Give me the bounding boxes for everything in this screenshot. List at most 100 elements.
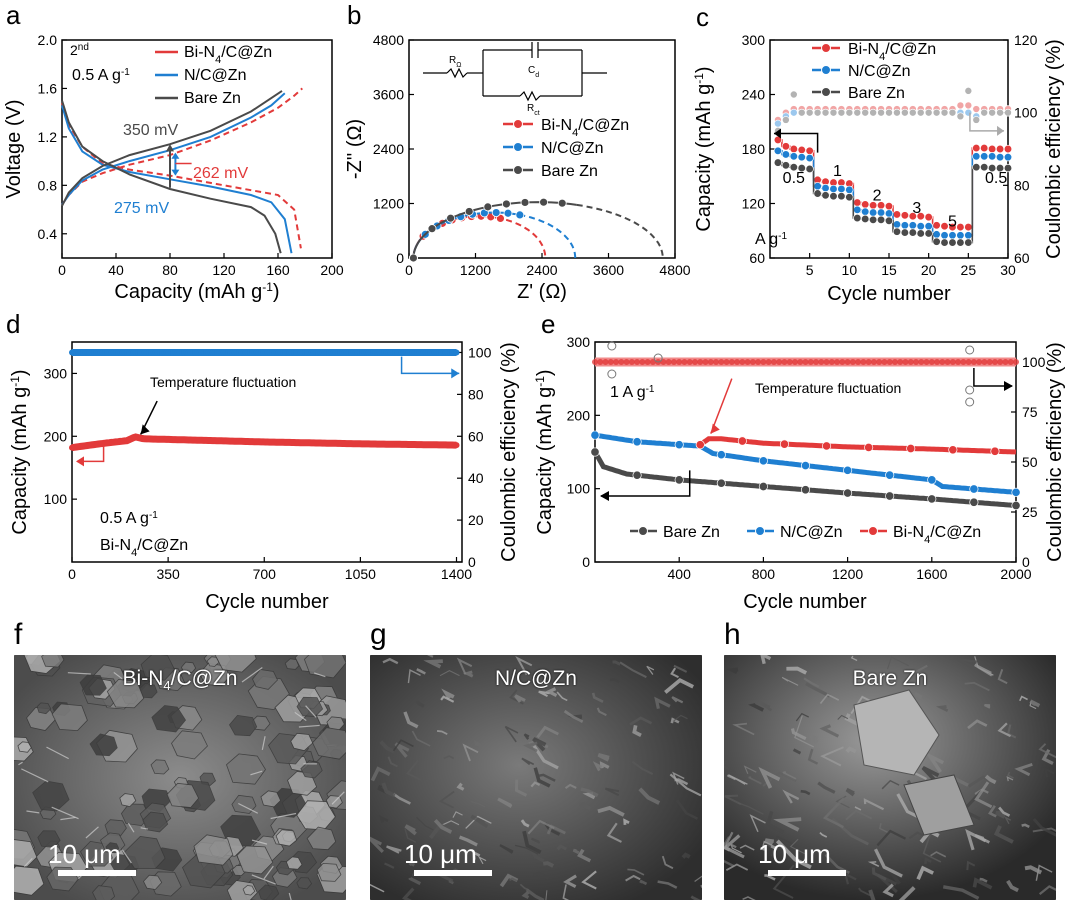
sem-flake [471, 801, 486, 808]
sem-flake [795, 712, 810, 722]
sem-fiber [263, 865, 274, 880]
data-point-ce [734, 359, 741, 365]
sem-flake [1043, 767, 1055, 778]
sem-flake [533, 767, 551, 788]
x-tick-label: 0 [58, 262, 66, 278]
y2-tick-label: 100 [1014, 105, 1038, 121]
rate-label: 0.5 [783, 170, 805, 187]
sem-flake [760, 655, 772, 665]
data-point-blue [884, 209, 894, 218]
rate-label: 5 [948, 214, 957, 231]
data-point-blue [1011, 487, 1021, 497]
data-point-ce [628, 359, 635, 365]
ce-point-gray [845, 108, 854, 117]
data-point-ce [923, 359, 930, 365]
data-point-ce [886, 359, 893, 365]
sem-flake [370, 883, 385, 893]
arrow-right-ce [969, 112, 1005, 132]
y-axis-title: -Z'' (Ω) [345, 119, 366, 179]
data-point-red [892, 210, 902, 219]
panel-h-scale-text: 10 μm [758, 839, 831, 869]
sem-flake [592, 761, 603, 772]
arrow-left-capacity-head [773, 128, 781, 139]
sem-flake [599, 761, 610, 769]
sem-flake [443, 755, 455, 760]
sem-flake [458, 835, 478, 847]
data-point-ce [997, 359, 1004, 365]
y-tick-label: 60 [749, 250, 765, 266]
sem-flake [845, 746, 857, 754]
sem-flake [381, 782, 396, 798]
sem-large-crystal [903, 774, 975, 836]
sem-grain [37, 830, 61, 848]
sem-flake [770, 835, 794, 857]
sem-flake [514, 779, 528, 797]
rate-label: 2 [873, 187, 882, 204]
sem-grain [142, 811, 169, 833]
data-point-ce [623, 359, 630, 365]
data-point-gray [502, 199, 511, 209]
sem-grain [92, 885, 116, 900]
sem-flake [876, 829, 907, 847]
panel-e-rate-annotation: 1 A g-1 [610, 384, 655, 402]
sem-flake [638, 787, 661, 805]
sem-large-crystal [853, 689, 940, 776]
data-point-red [821, 441, 832, 451]
sem-grain [17, 741, 32, 753]
y-axis-title: Capacity (mAh g-1) [8, 369, 31, 534]
data-point-gray [927, 494, 937, 504]
sem-flake [743, 765, 757, 774]
panel-d-label: d [6, 309, 20, 339]
data-point-blue [940, 231, 949, 240]
sem-grain [214, 655, 257, 673]
sem-flake [538, 690, 550, 697]
y2-tick-label: 80 [1014, 177, 1030, 193]
sem-flake [527, 819, 555, 835]
sem-grain [166, 782, 200, 808]
sem-flake [764, 874, 776, 881]
sem-flake [850, 655, 858, 662]
data-point-gray [590, 447, 600, 457]
x-tick-label: 2400 [526, 262, 557, 278]
data-point-blue [632, 437, 642, 447]
data-point-ce [602, 359, 609, 365]
sem-flake [854, 806, 862, 811]
ce-point-gray [837, 108, 846, 117]
series-measured-gray [412, 201, 577, 259]
data-point-gray [1011, 500, 1021, 511]
sem-flake [924, 857, 932, 865]
sem-grain [140, 655, 176, 681]
data-point-ce [891, 359, 898, 365]
panel-a-legend: Bi-N4/C@Zn N/C@Zn Bare Zn [155, 44, 272, 107]
arrow-262mv-head [171, 152, 180, 176]
sem-flake [508, 877, 518, 882]
sem-flake [403, 711, 419, 729]
data-point-ce [453, 349, 460, 356]
sem-flake [819, 832, 828, 838]
y-tick-label: 0 [582, 554, 590, 570]
sem-flake [416, 668, 426, 675]
sem-flake [922, 834, 942, 863]
data-point-ce [607, 359, 614, 365]
sem-grain [290, 732, 314, 752]
data-point-ce [1007, 359, 1014, 365]
legend-label-bare: Bare Zn [184, 90, 241, 107]
ce-point-blue [790, 108, 798, 117]
sem-flake [1014, 763, 1033, 777]
data-point-ce [902, 359, 909, 365]
ce-point-gray [829, 108, 838, 117]
sem-flake [794, 715, 815, 748]
x-tick-label: 1600 [916, 566, 947, 582]
sem-flake [1019, 695, 1028, 702]
sem-flake [627, 868, 645, 876]
sem-flake [676, 799, 699, 820]
panel-e-chart: e 400 800 1200 1600 200001002003000255075100… [535, 309, 1066, 613]
data-point-ce [870, 359, 877, 365]
data-point-gray [539, 197, 549, 207]
data-point-ce-outlier [965, 397, 975, 407]
data-point-blue [964, 231, 973, 240]
sem-flake [781, 676, 799, 686]
sem-flake [477, 855, 487, 865]
data-point-blue [924, 222, 933, 231]
sem-flake [725, 667, 739, 675]
